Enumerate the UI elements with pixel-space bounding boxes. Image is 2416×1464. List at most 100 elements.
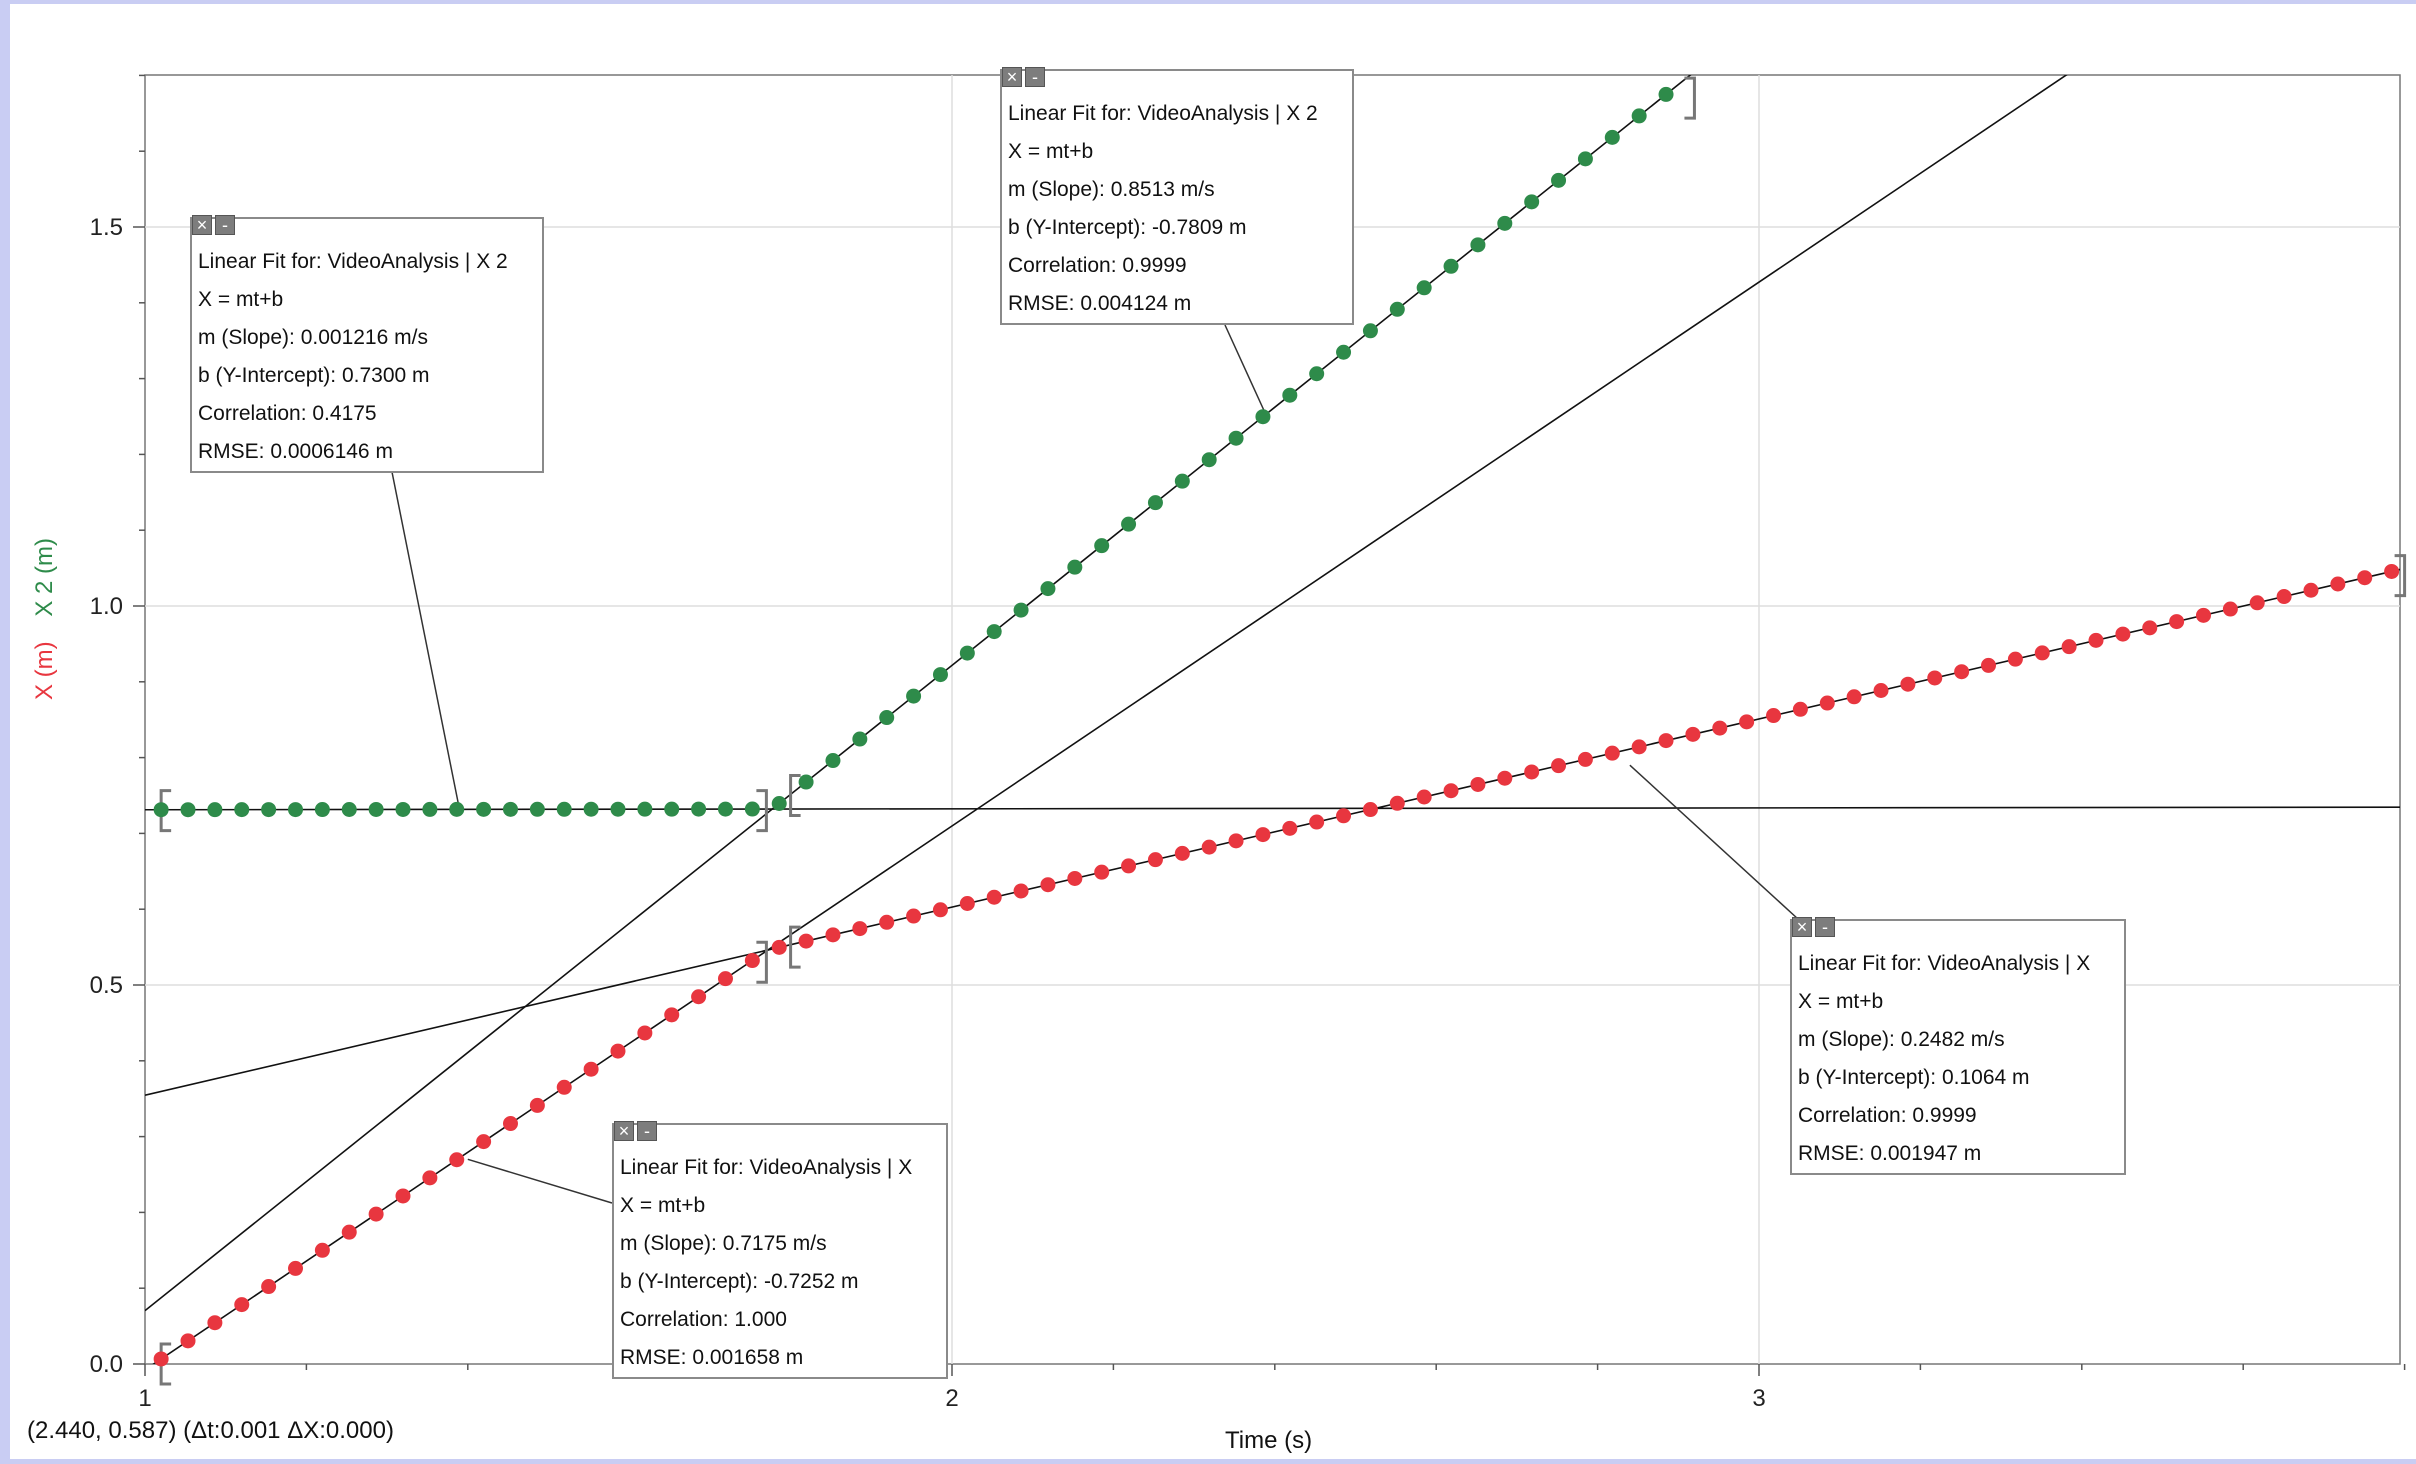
fit-intercept: b (Y-Intercept): -0.7252 m xyxy=(620,1270,859,1293)
region-brackets[interactable] xyxy=(159,76,2407,1386)
data-point-x xyxy=(1604,745,1620,761)
data-point-x2 xyxy=(986,624,1002,640)
data-point-x2 xyxy=(1255,409,1271,425)
data-point-x xyxy=(1174,845,1190,861)
data-point-x xyxy=(2249,595,2265,611)
data-point-x2 xyxy=(1282,387,1298,403)
data-point-x xyxy=(1712,720,1728,736)
data-point-x xyxy=(1685,726,1701,742)
minimize-icon[interactable]: - xyxy=(637,1121,657,1141)
data-point-x xyxy=(1013,883,1029,899)
fit-correlation: Correlation: 0.9999 xyxy=(1798,1104,1977,1127)
window-top-edge xyxy=(0,0,2416,4)
fit-intercept: b (Y-Intercept): 0.1064 m xyxy=(1798,1066,2030,1089)
data-point-x xyxy=(1631,739,1647,755)
data-point-x2 xyxy=(288,802,304,818)
data-point-x xyxy=(1470,776,1486,792)
data-point-x xyxy=(395,1188,411,1204)
leader-line xyxy=(1629,764,1799,920)
fit-box-x2-rising[interactable]: × - Linear Fit for: VideoAnalysis | X 2 … xyxy=(1000,67,1354,325)
data-point-x2 xyxy=(1040,581,1056,597)
data-point-x xyxy=(261,1279,277,1295)
data-point-x2 xyxy=(637,801,653,817)
data-point-x2 xyxy=(368,801,384,817)
data-point-x2 xyxy=(879,710,895,726)
close-icon[interactable]: × xyxy=(1792,917,1812,937)
data-point-x xyxy=(1577,751,1593,767)
data-point-x xyxy=(1228,833,1244,849)
data-point-x2 xyxy=(207,802,223,818)
fit-box-x-shallow[interactable]: × - Linear Fit for: VideoAnalysis | X X … xyxy=(1790,917,2126,1175)
data-point-x2 xyxy=(1013,602,1029,618)
data-point-x2 xyxy=(1174,473,1190,489)
fit-slope: m (Slope): 0.8513 m/s xyxy=(1008,178,1215,201)
fit-box-x-steep[interactable]: × - Linear Fit for: VideoAnalysis | X X … xyxy=(612,1121,948,1379)
data-point-x xyxy=(1658,733,1674,749)
fit-intercept: b (Y-Intercept): -0.7809 m xyxy=(1008,216,1247,239)
minimize-icon[interactable]: - xyxy=(1815,917,1835,937)
data-point-x xyxy=(2034,645,2050,661)
close-icon[interactable]: × xyxy=(1002,67,1022,87)
data-point-x xyxy=(1094,864,1110,880)
data-point-x xyxy=(1524,764,1540,780)
data-point-x xyxy=(1067,870,1083,886)
svg-text:X (m) X 2 (m): X (m) X 2 (m) xyxy=(31,538,58,700)
data-point-x xyxy=(153,1351,169,1367)
bracket-close xyxy=(756,789,768,833)
close-icon[interactable]: × xyxy=(192,215,212,235)
data-point-x xyxy=(1766,708,1782,724)
x-tick-label: 2 xyxy=(945,1385,958,1412)
data-point-x2 xyxy=(1416,280,1432,296)
close-icon[interactable]: × xyxy=(614,1121,634,1141)
data-point-x xyxy=(2195,607,2211,623)
data-point-x2 xyxy=(529,801,545,817)
leader-line xyxy=(1224,324,1268,417)
data-point-x xyxy=(2357,570,2373,586)
data-point-x xyxy=(717,971,733,987)
data-point-x2 xyxy=(1604,129,1620,145)
cursor-readout: (2.440, 0.587) (Δt:0.001 ΔX:0.000) xyxy=(27,1417,394,1444)
fit-title: Linear Fit for: VideoAnalysis | X 2 xyxy=(1008,102,1318,125)
data-point-x2 xyxy=(610,801,626,817)
data-point-x2 xyxy=(744,801,760,817)
data-point-x xyxy=(207,1315,223,1331)
data-point-x xyxy=(2007,651,2023,667)
data-point-x2 xyxy=(664,801,680,817)
fit-box-x2-flat[interactable]: × - Linear Fit for: VideoAnalysis | X 2 … xyxy=(190,215,544,473)
data-point-x xyxy=(2169,614,2185,630)
y-tick-label: 0.5 xyxy=(90,972,123,999)
data-point-x xyxy=(744,953,760,969)
data-point-x2 xyxy=(1147,495,1163,511)
data-point-x2 xyxy=(1658,86,1674,102)
data-point-x2 xyxy=(1443,258,1459,274)
data-point-x xyxy=(2330,576,2346,592)
data-point-x2 xyxy=(906,688,922,704)
data-point-x2 xyxy=(234,802,250,818)
data-point-x2 xyxy=(1067,559,1083,575)
data-point-x2 xyxy=(395,801,411,817)
data-point-x xyxy=(1201,839,1217,855)
data-point-x xyxy=(1927,670,1943,686)
fit-title: Linear Fit for: VideoAnalysis | X 2 xyxy=(198,250,508,273)
data-point-x xyxy=(556,1079,572,1095)
data-point-x2 xyxy=(959,645,975,661)
data-point-x2 xyxy=(556,801,572,817)
data-point-x xyxy=(2303,582,2319,598)
x-axis-title: Time (s) xyxy=(1225,1427,1313,1454)
data-point-x xyxy=(1873,682,1889,698)
data-point-x xyxy=(1389,795,1405,811)
data-point-x2 xyxy=(852,731,868,747)
data-point-x xyxy=(449,1152,465,1168)
data-point-x2 xyxy=(1577,151,1593,167)
y-tick-label: 1.0 xyxy=(90,593,123,620)
data-point-x2 xyxy=(502,801,518,817)
data-point-x xyxy=(798,933,814,949)
leader-lines xyxy=(391,324,1799,1204)
data-point-x2 xyxy=(1362,323,1378,339)
fit-intercept: b (Y-Intercept): 0.7300 m xyxy=(198,364,430,387)
minimize-icon[interactable]: - xyxy=(215,215,235,235)
data-point-x2 xyxy=(476,801,492,817)
data-point-x xyxy=(932,902,948,918)
minimize-icon[interactable]: - xyxy=(1025,67,1045,87)
y-tick-label: 0.0 xyxy=(90,1351,123,1378)
